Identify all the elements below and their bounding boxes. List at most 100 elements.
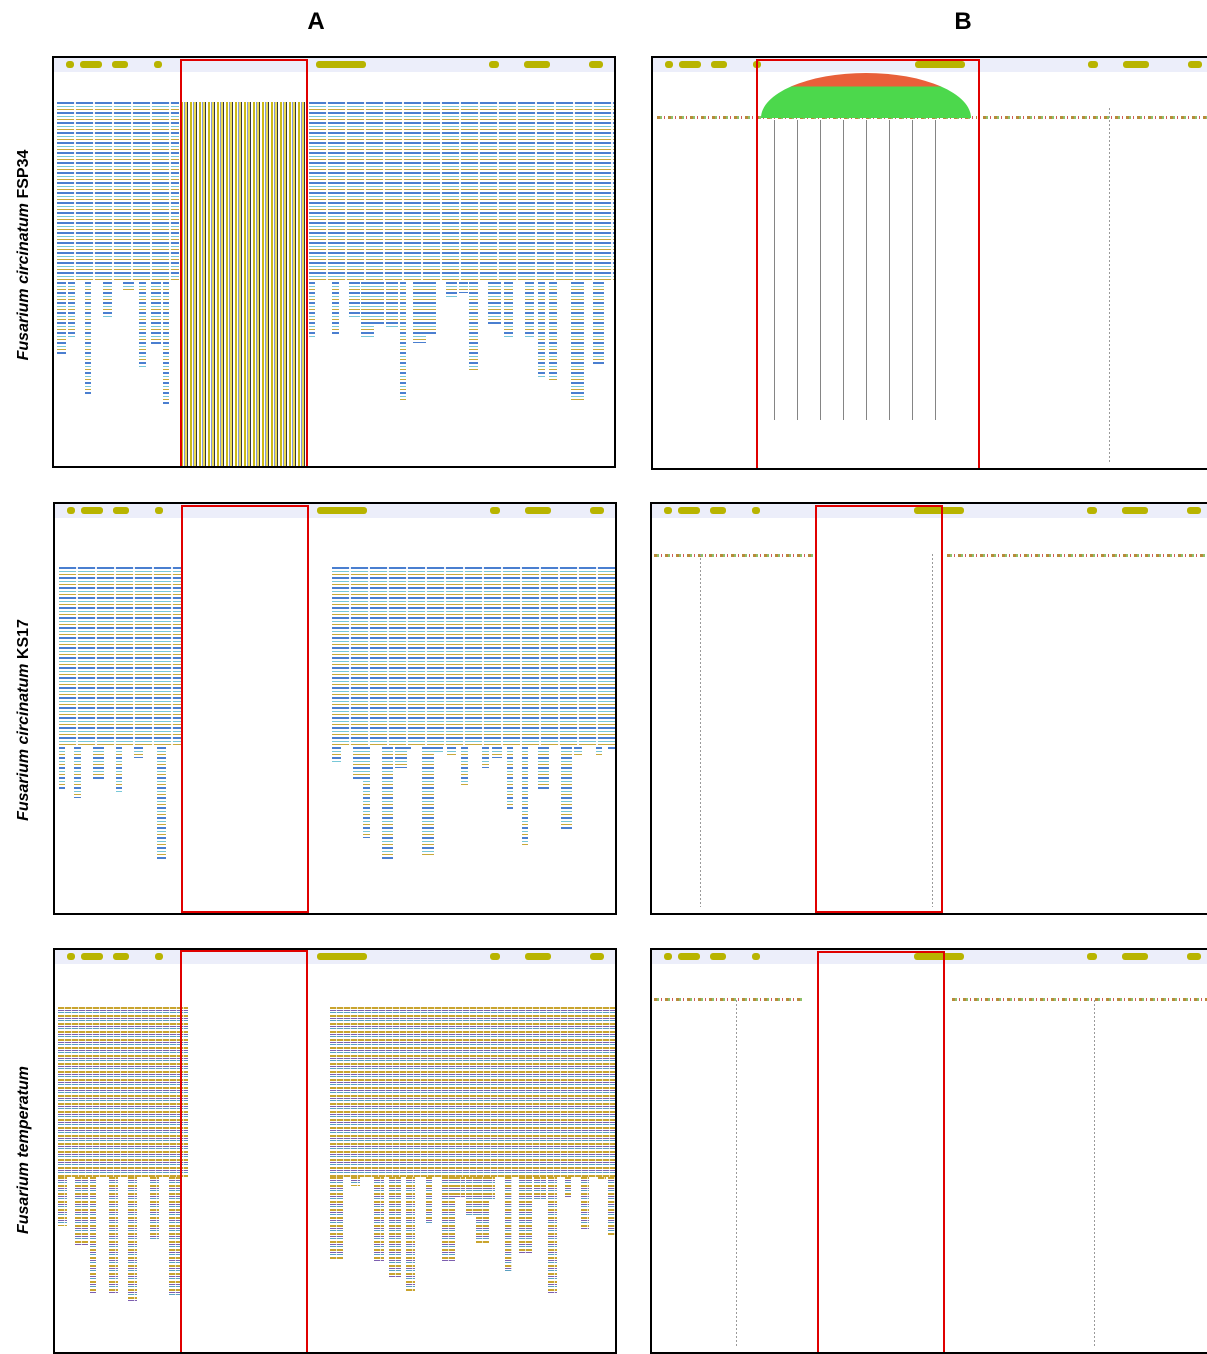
read-pileup — [983, 116, 1207, 119]
read-pileup — [482, 747, 489, 768]
read-pileup — [349, 282, 360, 318]
row-label: Fusarium circinatum FSP34 — [15, 150, 33, 361]
gene-arrow — [317, 507, 367, 514]
gene-arrow — [113, 507, 129, 514]
gene-arrow — [525, 507, 551, 514]
gene-arrow — [1087, 953, 1097, 960]
read-pileup — [363, 747, 370, 838]
browser-panel — [650, 502, 1207, 915]
read-pileup — [434, 747, 443, 753]
read-pileup — [150, 1177, 159, 1241]
gene-arrow — [665, 61, 673, 68]
read-pileup — [90, 1177, 96, 1293]
read-pileup — [459, 282, 468, 293]
gene-arrow — [525, 953, 551, 960]
read-pileup — [486, 1177, 495, 1200]
species: Fusarium circinatum — [15, 664, 32, 821]
gene-arrow — [490, 507, 500, 514]
read-pileup — [330, 1177, 343, 1259]
read-pileup — [59, 567, 181, 747]
read-pileup — [386, 282, 398, 327]
read-pileup — [151, 282, 161, 345]
read-pileup — [406, 1177, 415, 1291]
read-pileup — [58, 1007, 188, 1177]
column-header: A — [296, 8, 336, 36]
read-pileup — [581, 1177, 589, 1229]
gene-arrow — [590, 507, 604, 514]
read-pileup — [447, 747, 456, 755]
read-pileup — [103, 282, 112, 318]
gene-arrow — [112, 61, 128, 68]
browser-panel — [650, 948, 1207, 1354]
read-pileup — [382, 747, 393, 860]
read-pileup — [116, 747, 122, 793]
row-label: Fusarium temperatum — [15, 1066, 33, 1234]
read-pileup — [389, 1177, 401, 1278]
read-pileup — [548, 1177, 557, 1293]
read-pileup — [654, 554, 814, 557]
read-pileup — [405, 747, 411, 749]
read-pileup — [374, 282, 384, 324]
read-pileup — [163, 282, 169, 404]
read-pileup — [332, 282, 339, 336]
read-pileup — [109, 1177, 118, 1294]
read-pileup — [134, 747, 143, 758]
read-pileup — [446, 282, 457, 299]
coverage-line — [736, 1000, 737, 1346]
strain: KS17 — [15, 619, 32, 659]
read-pileup — [422, 747, 434, 856]
read-pileup — [361, 282, 374, 339]
read-pileup — [469, 282, 478, 370]
read-pileup — [332, 747, 341, 763]
read-pileup — [549, 282, 557, 381]
read-pileup — [59, 747, 65, 789]
highlight-box — [756, 59, 980, 470]
gene-arrow — [1123, 61, 1149, 68]
gene-track — [55, 950, 615, 964]
gene-arrow — [664, 507, 672, 514]
highlight-box — [815, 505, 943, 913]
gene-arrow — [1187, 953, 1201, 960]
gene-arrow — [1122, 507, 1148, 514]
gene-arrow — [524, 61, 550, 68]
read-pileup — [488, 282, 501, 324]
gene-track — [55, 504, 615, 518]
gene-arrow — [155, 507, 163, 514]
read-pileup — [952, 998, 1207, 1001]
highlight-box — [180, 59, 308, 468]
read-pileup — [68, 282, 75, 339]
gene-arrow — [1087, 507, 1097, 514]
column-header: B — [943, 8, 983, 36]
gene-arrow — [489, 61, 499, 68]
gene-arrow — [1122, 953, 1148, 960]
gene-arrow — [710, 507, 726, 514]
read-pileup — [507, 747, 513, 809]
gene-arrow — [1187, 507, 1201, 514]
read-pileup — [608, 747, 616, 750]
highlight-box — [817, 951, 945, 1354]
read-pileup — [374, 1177, 384, 1261]
gene-arrow — [155, 953, 163, 960]
gene-arrow — [81, 953, 103, 960]
read-pileup — [538, 282, 545, 378]
read-pileup — [139, 282, 146, 369]
gene-arrow — [1088, 61, 1098, 68]
read-pileup — [593, 282, 604, 365]
read-pileup — [947, 554, 1207, 557]
browser-panel — [651, 56, 1207, 470]
gene-arrow — [317, 953, 367, 960]
read-pileup — [461, 747, 468, 785]
gene-arrow — [1188, 61, 1202, 68]
species: Fusarium circinatum — [15, 203, 32, 360]
read-pileup — [93, 747, 104, 781]
row-label: Fusarium circinatum KS17 — [15, 619, 33, 821]
browser-panel — [53, 948, 617, 1354]
read-pileup — [395, 747, 407, 768]
read-pileup — [596, 747, 602, 755]
gene-arrow — [679, 61, 701, 68]
read-pileup — [57, 102, 179, 282]
figure: A B Fusarium circinatum FSP34 Fusarium c… — [0, 0, 1207, 1352]
gene-arrow — [113, 953, 129, 960]
gene-arrow — [678, 953, 700, 960]
read-pileup — [309, 102, 615, 282]
